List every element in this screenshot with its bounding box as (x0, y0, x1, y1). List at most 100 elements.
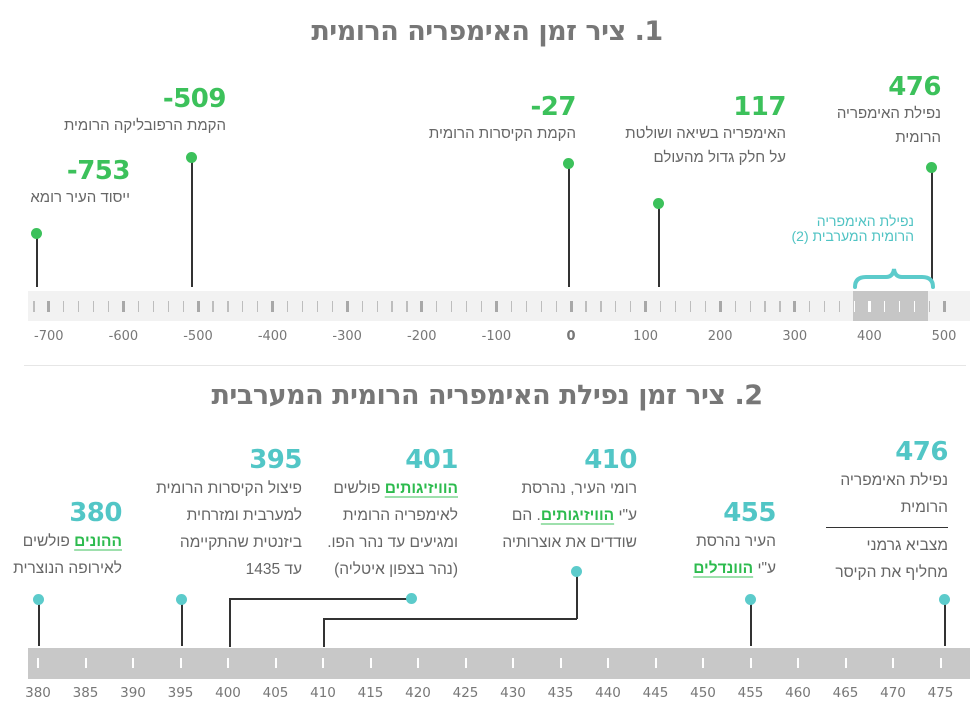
event-connector-line (181, 599, 183, 646)
timeline2-axis-label: 430 (500, 685, 526, 701)
timeline1-tick (853, 301, 856, 312)
timeline1-tick (809, 301, 811, 312)
timeline1-tick (615, 301, 617, 312)
timeline2-tick (274, 658, 277, 668)
timeline1-axis-label: 500 (931, 329, 957, 344)
timeline2-tick (512, 658, 514, 668)
timeline1-tick (569, 301, 573, 312)
description-text: לאירופה הנוצרית (13, 560, 122, 577)
timeline2-tick (84, 658, 87, 668)
timeline2-tick (844, 658, 847, 668)
timeline1-tick (420, 301, 424, 312)
timeline1-axis-label: -400 (257, 329, 288, 344)
timeline2-tick (464, 658, 467, 668)
timeline2-axis-label: 470 (880, 685, 906, 701)
timeline1-tick (78, 301, 80, 312)
description-text: שודדים את אוצרותיה (502, 534, 637, 551)
timeline2-axis-label: 440 (595, 685, 621, 701)
timeline1-axis-label: -500 (183, 329, 213, 344)
timeline1-highlight-range (853, 291, 929, 321)
timeline1-tick (331, 301, 333, 312)
timeline1-tick (212, 301, 214, 312)
timeline1-tick (630, 301, 632, 312)
event-description: ההונים פולשים (13, 528, 122, 555)
timeline1-tick (406, 301, 408, 312)
description-text: רומי העיר, נהרסת (521, 480, 637, 497)
timeline1-bar (28, 291, 970, 321)
timeline1-tick (585, 301, 587, 312)
timeline1-tick (271, 301, 275, 312)
event-description: האימפריה בשיאה ושולטת (625, 125, 786, 142)
timeline1-event: -753 ייסוד העיר רומא (30, 156, 130, 210)
timeline1-event: 476 נפילת האימפריה הרומית (836, 72, 942, 150)
timeline2-tick (37, 658, 39, 668)
event-year: 410 (584, 445, 637, 475)
timeline1-axis-label: 300 (782, 329, 808, 344)
highlighted-term: הוויזיגותים (540, 507, 615, 524)
timeline1-tick (793, 301, 797, 312)
timeline1-tick (867, 301, 871, 312)
event-description: נפילת האימפריה (836, 105, 941, 122)
timeline1-axis-label: 200 (707, 329, 733, 344)
event-description: לאירופה הנוצרית (13, 555, 122, 582)
event-marker-dot (926, 162, 937, 173)
timeline1-tick (779, 301, 781, 312)
event-marker-dot (939, 594, 950, 605)
event-description: הקמת הקיסרות הרומית (428, 125, 576, 142)
event-description: הוויזיגותים פולשים (327, 475, 458, 502)
timeline1-tick (93, 301, 95, 312)
timeline1-tick (689, 301, 692, 312)
timeline2-axis-label: 405 (262, 685, 289, 701)
event-marker-dot (33, 594, 44, 605)
event-description: (נהר בצפון איטליה) (327, 556, 458, 583)
timeline1-tick (391, 301, 393, 312)
description-text: (נהר בצפון איטליה) (334, 561, 458, 578)
event-description: מצביא גרמני (826, 532, 948, 559)
timeline1-event: -27 הקמת הקיסרות הרומית (428, 92, 577, 146)
event-connector-line (658, 203, 660, 287)
timeline2-axis-label: 420 (405, 685, 431, 701)
event-connector-line (576, 571, 578, 619)
timeline2-axis-label: 445 (642, 685, 669, 701)
timeline1-tick (33, 301, 35, 312)
highlight-note-line: הרומית המערבית (2) (791, 228, 914, 244)
event-connector-line (229, 598, 412, 600)
timeline2-tick (179, 658, 182, 668)
timeline1-tick (63, 301, 65, 312)
event-description: הרומית (826, 494, 948, 521)
timeline1-tick (600, 301, 602, 312)
event-marker-dot (406, 593, 417, 604)
description-text: ומגיעים עד נהר הפו. (327, 534, 458, 551)
description-text: פולשים (22, 533, 75, 550)
timeline2-tick (369, 658, 372, 668)
description-text: ע"י (614, 507, 637, 524)
description-text: לאימפריה הרומית (342, 507, 458, 524)
description-text: הרומית (900, 499, 948, 516)
timeline1-tick (704, 301, 706, 312)
timeline1-tick (942, 301, 946, 312)
curly-brace-icon (853, 268, 935, 289)
description-text: פיצול הקיסרות הרומית (156, 480, 302, 497)
timeline2-tick (892, 658, 894, 668)
timeline1-tick (734, 301, 736, 312)
timeline1-tick (883, 301, 885, 312)
timeline2-tick (749, 658, 752, 668)
timeline1-tick (525, 301, 527, 312)
description-text: ביזנטית שהתקיימה (179, 534, 302, 551)
event-connector-line (931, 167, 933, 287)
event-marker-dot (176, 594, 187, 605)
timeline2-axis-label: 395 (167, 685, 194, 701)
timeline1-tick (644, 301, 648, 312)
event-description: הרומית (895, 129, 941, 146)
event-year: 401 (405, 445, 458, 475)
description-text: . הם (511, 507, 541, 524)
timeline1-axis-label: -600 (108, 329, 139, 344)
timeline2-tick (939, 658, 942, 668)
timeline1-tick (839, 301, 841, 312)
event-connector-line (229, 598, 231, 647)
event-description: לאימפריה הרומית (327, 502, 458, 529)
event-year: -27 (530, 92, 577, 122)
event-connector-line (191, 157, 193, 287)
timeline2-axis-label: 465 (832, 685, 859, 701)
timeline1-event: -509 הקמת הרפובליקה הרומית (64, 84, 227, 138)
